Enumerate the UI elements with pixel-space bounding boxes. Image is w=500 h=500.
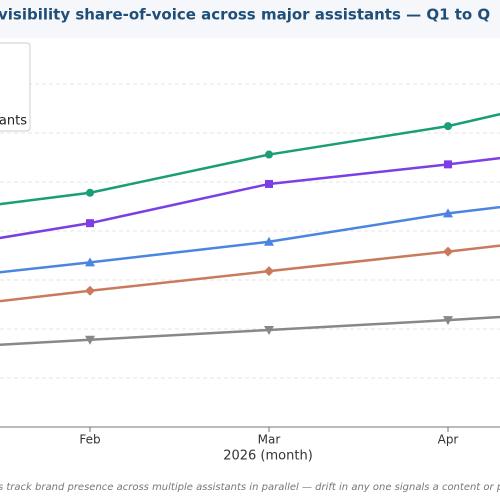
- series-line: [0, 315, 500, 346]
- plot-area: [0, 112, 500, 346]
- footnote: s track brand presence across multiple a…: [0, 482, 500, 493]
- point: [85, 257, 95, 267]
- point: [85, 285, 95, 296]
- point: [86, 188, 94, 197]
- series-line: [0, 112, 500, 206]
- point: [443, 316, 453, 326]
- legend-label: tants: [0, 114, 27, 129]
- x-axis-title: 2026 (month): [223, 449, 313, 464]
- x-tick-label: Feb: [79, 433, 100, 447]
- point: [265, 150, 273, 159]
- point: [444, 122, 452, 131]
- x-tick-label: Apr: [438, 433, 459, 447]
- point: [85, 335, 95, 345]
- header-band: [0, 0, 500, 38]
- point: [443, 246, 453, 257]
- point: [86, 219, 94, 228]
- series-line: [0, 205, 500, 274]
- point: [264, 236, 274, 246]
- legend-box: [0, 42, 31, 132]
- point: [265, 179, 273, 188]
- x-tick-label: Mar: [258, 433, 281, 447]
- point: [264, 266, 274, 277]
- chart-title: visibility share-of-voice across major a…: [0, 6, 490, 24]
- point: [264, 325, 274, 335]
- point: [443, 208, 453, 218]
- grid: [0, 83, 500, 379]
- point: [444, 160, 452, 169]
